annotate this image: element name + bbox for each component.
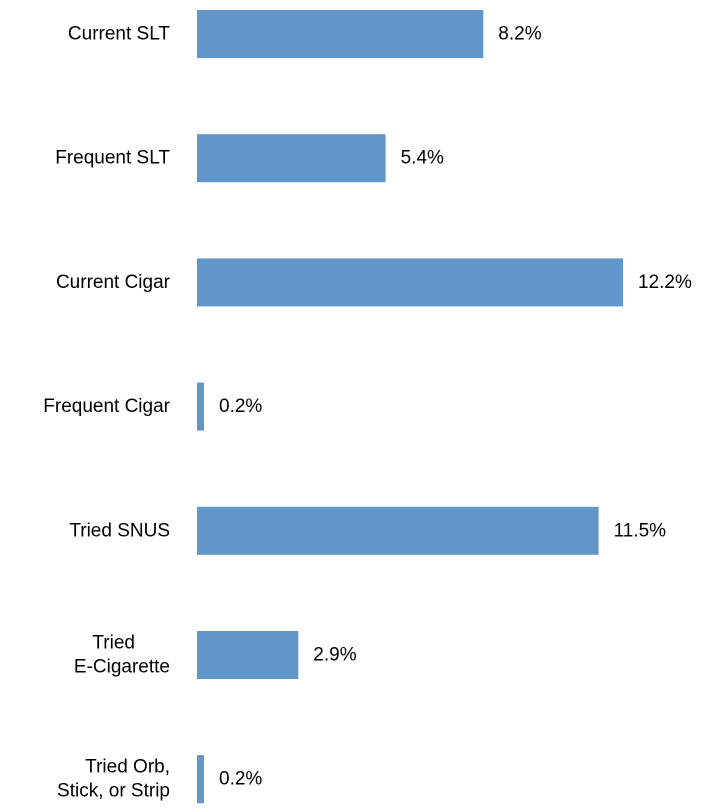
bar-2 (197, 258, 623, 307)
value-label-1: 5.4% (401, 148, 444, 169)
category-label-line: Current Cigar (56, 272, 171, 293)
value-labels: 8.2% 5.4% 12.2% 0.2% 11.5% 2.9% 0.2% (219, 24, 692, 790)
category-label-line: Tried (92, 633, 135, 654)
bar-1 (197, 134, 386, 183)
bars-layer (197, 10, 623, 804)
value-label-3: 0.2% (219, 396, 262, 417)
bar-6 (197, 755, 204, 804)
value-label-6: 0.2% (219, 769, 262, 790)
value-label-2: 12.2% (638, 272, 692, 293)
category-label-1: Frequent SLT (55, 148, 170, 169)
category-label-line: Frequent Cigar (43, 396, 170, 417)
value-label-5: 2.9% (313, 645, 356, 666)
bar-3 (197, 382, 204, 431)
category-label-2: Current Cigar (56, 272, 171, 293)
category-labels: Current SLT Frequent SLT Current Cigar Freq… (43, 24, 170, 802)
bar-0 (197, 10, 484, 58)
category-label-line: Stick, or Strip (57, 781, 170, 802)
category-label-6: Tried Orb, Stick, or Strip (57, 757, 170, 802)
category-label-3: Frequent Cigar (43, 396, 170, 417)
category-label-line: E-Cigarette (74, 657, 170, 678)
category-label-5: Tried E-Cigarette (74, 633, 170, 678)
bar-4 (197, 506, 599, 555)
value-label-4: 11.5% (614, 520, 667, 541)
bar-5 (197, 631, 299, 679)
value-label-0: 8.2% (498, 24, 541, 45)
category-label-line: Frequent SLT (55, 148, 170, 169)
category-label-4: Tried SNUS (69, 520, 170, 541)
category-label-line: Tried Orb, (85, 757, 170, 778)
category-label-line: Tried SNUS (69, 520, 170, 541)
category-label-0: Current SLT (68, 24, 170, 45)
category-label-line: Current SLT (68, 24, 170, 45)
